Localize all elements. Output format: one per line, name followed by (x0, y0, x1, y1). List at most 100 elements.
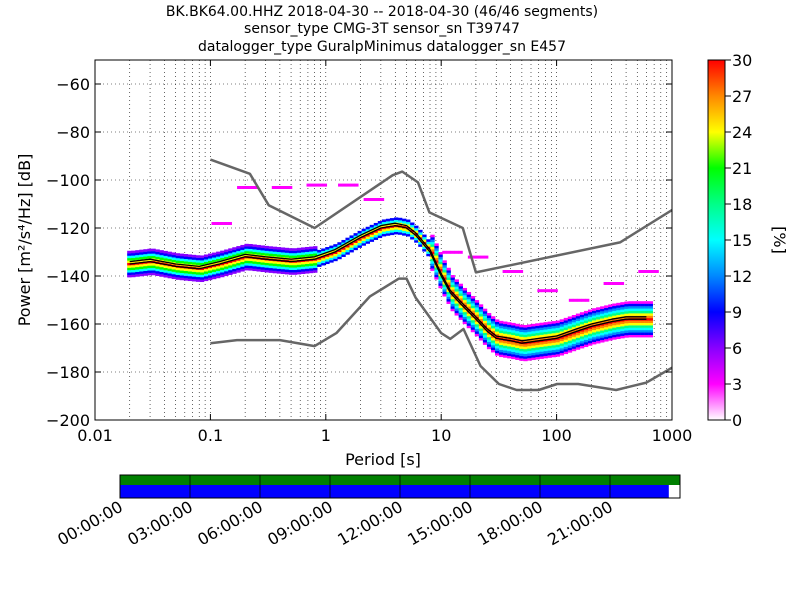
heatmap-outlier-cell (241, 186, 246, 189)
heatmap-cell (199, 274, 205, 278)
heatmap-cell (131, 253, 136, 256)
y-tick-label: −200 (46, 411, 90, 430)
heatmap-cell (357, 235, 362, 239)
chart-title: BK.BK64.00.HHZ 2018-04-30 -- 2018-04-30 … (166, 4, 598, 55)
heatmap-cell (620, 321, 625, 324)
heatmap-cell (644, 327, 649, 331)
heatmap-cell (571, 331, 577, 335)
heatmap-cell (640, 334, 645, 338)
heatmap-cell (644, 315, 649, 319)
heatmap-cell (272, 251, 278, 255)
heatmap-cell (446, 296, 451, 300)
heatmap-cell (305, 268, 310, 272)
heatmap-cell (531, 323, 536, 327)
heatmap-cell (179, 277, 185, 281)
heatmap-cell (628, 308, 633, 311)
heatmap-cell (284, 264, 290, 268)
heatmap-cell (535, 344, 540, 348)
heatmap-cell (499, 342, 504, 346)
heatmap-cell (446, 298, 451, 302)
heatmap-cell (236, 265, 241, 268)
heatmap-cell (519, 324, 524, 328)
heatmap-cell (507, 331, 512, 335)
heatmap-cell (191, 276, 197, 280)
heatmap-cell (592, 308, 597, 311)
y-tick-label: −80 (56, 123, 90, 142)
heatmap-cell (612, 305, 617, 309)
heatmap-cell (474, 321, 480, 325)
heatmap-cell (127, 255, 132, 259)
heatmap-cell (430, 249, 435, 252)
heatmap-cell (143, 265, 148, 269)
heatmap-cell (240, 249, 245, 253)
heatmap-cell (187, 271, 193, 274)
mode-curve (129, 224, 647, 344)
x-tick-label: 10 (431, 426, 451, 445)
heatmap-cell (175, 253, 181, 256)
heatmap-cell (511, 325, 516, 328)
heatmap-cell (208, 272, 213, 276)
heatmap-cell (418, 229, 423, 233)
heatmap-cell (252, 268, 257, 272)
heatmap-cell (385, 221, 391, 224)
heatmap-cell (583, 330, 589, 333)
heatmap-cell (523, 353, 528, 357)
heatmap-cell (268, 267, 273, 271)
heatmap-cell (296, 271, 302, 275)
heatmap-cell (628, 310, 633, 314)
heatmap-cell (624, 303, 629, 307)
heatmap-cell (155, 266, 160, 269)
heatmap-cell (478, 311, 484, 315)
heatmap-cell (260, 269, 265, 273)
heatmap-cell (587, 328, 593, 332)
heatmap-cell (519, 358, 524, 361)
heatmap-cell (292, 255, 298, 259)
heatmap-cell (478, 309, 484, 312)
heatmap-cell (260, 245, 265, 249)
heatmap-cell (147, 253, 152, 257)
heatmap-cell (632, 301, 637, 304)
heatmap-cell (402, 233, 407, 236)
heatmap-cell (284, 255, 290, 258)
heatmap-cell (454, 312, 459, 316)
heatmap-cell (228, 257, 233, 261)
heatmap-cell (260, 262, 265, 265)
heatmap-cell (482, 318, 488, 321)
heatmap-cell (151, 265, 156, 269)
heatmap-cell (248, 251, 253, 254)
heatmap-cell (317, 259, 322, 263)
heatmap-cell (495, 329, 500, 332)
heatmap-cell (284, 267, 290, 270)
heatmap-cell (604, 314, 609, 318)
heatmap-cell (325, 261, 330, 265)
heatmap-cell (155, 254, 160, 257)
heatmap-cell (393, 231, 399, 235)
heatmap-cell (208, 253, 213, 257)
heatmap-cell (280, 269, 286, 272)
heatmap-cell (442, 272, 447, 275)
heatmap-cell (575, 347, 581, 350)
heatmap-cell (547, 348, 552, 351)
heatmap-cell (575, 335, 581, 338)
heatmap-cell (305, 261, 310, 264)
heatmap-cell (442, 265, 447, 268)
heatmap-cell (624, 308, 629, 312)
heatmap-cell (373, 225, 379, 228)
heatmap-cell (575, 325, 581, 329)
heatmap-cell (612, 327, 617, 331)
heatmap-cell (490, 345, 496, 348)
heatmap-cell (199, 279, 205, 283)
heatmap-cell (402, 221, 407, 224)
heatmap-cell (365, 226, 371, 230)
heatmap-cell (567, 340, 573, 344)
heatmap-cell (244, 260, 249, 264)
heatmap-cell (280, 266, 286, 270)
heatmap-cell (333, 248, 338, 252)
heatmap-cell (644, 313, 649, 316)
heatmap-cell (571, 336, 577, 340)
heatmap-cell (632, 334, 637, 338)
heatmap-cell (224, 271, 229, 274)
heatmap-cell (486, 334, 492, 338)
heatmap-cell (244, 251, 249, 254)
heatmap-cell (462, 292, 468, 296)
